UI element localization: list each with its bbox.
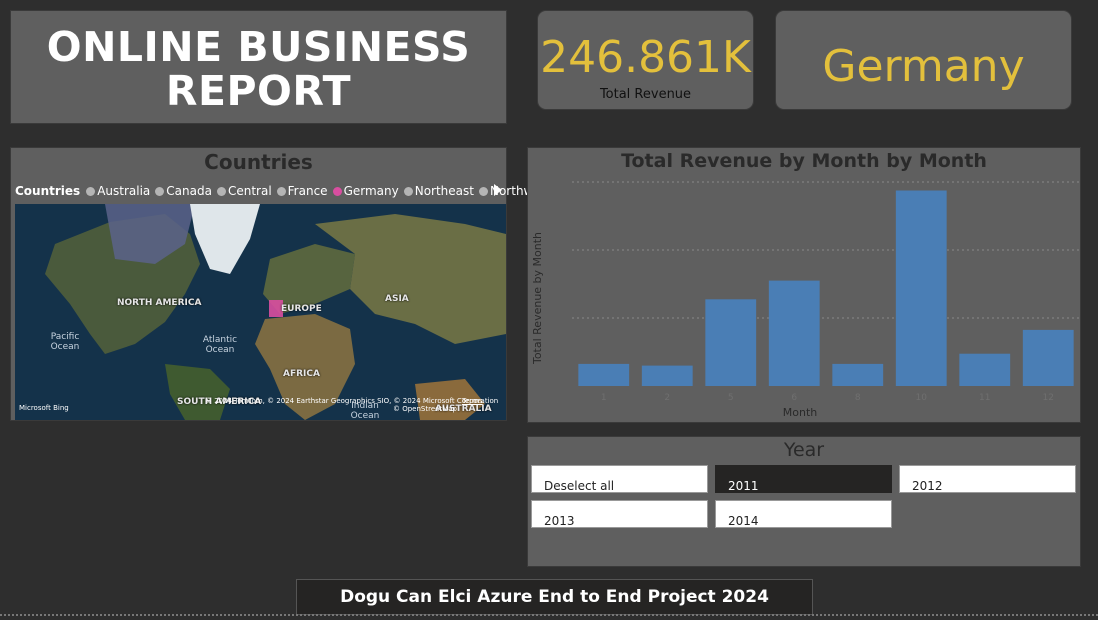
- bar-month-1[interactable]: [578, 363, 630, 386]
- world-map[interactable]: NORTH AMERICA EUROPE ASIA AFRICA SOUTH A…: [15, 204, 506, 420]
- year-button-2013[interactable]: 2013: [531, 500, 708, 528]
- legend-dot-icon: [276, 186, 286, 196]
- x-tick-label: 2: [664, 393, 670, 403]
- x-tick-label: 1: [601, 393, 607, 403]
- legend-item-label: Northeast: [414, 184, 474, 198]
- legend-dot-icon: [478, 186, 488, 196]
- x-axis-label: Month: [783, 406, 818, 419]
- legend-item-germany[interactable]: Germany: [332, 184, 399, 198]
- legend-item-canada[interactable]: Canada: [155, 184, 212, 198]
- legend-next-arrow-icon[interactable]: [494, 184, 502, 196]
- map-label-pacific: Pacific Ocean: [50, 332, 80, 352]
- legend-dot-icon: [216, 186, 226, 196]
- year-deselect-all-button[interactable]: Deselect all: [531, 465, 708, 493]
- legend-item-label: Germany: [343, 184, 399, 198]
- map-label-atlantic: Atlantic Ocean: [202, 335, 238, 355]
- selected-country-card: Germany: [775, 10, 1072, 110]
- report-title-line2: REPORT: [165, 67, 352, 115]
- map-label-australia: AUSTRALIA: [435, 404, 492, 414]
- germany-highlight: [269, 300, 283, 317]
- map-terms-link[interactable]: Terms: [462, 397, 483, 405]
- chart-plot: Total Revenue by Month Month 1 2 5 6 8 10 11 12: [531, 181, 1080, 419]
- world-map-image: [15, 204, 506, 420]
- legend-dot-icon: [155, 186, 165, 196]
- year-button-2014[interactable]: 2014: [715, 500, 892, 528]
- bar-month-10[interactable]: [895, 190, 947, 387]
- year-slicer-title: Year: [783, 439, 825, 461]
- x-tick-label: 5: [728, 393, 734, 403]
- year-button-2012[interactable]: 2012: [899, 465, 1076, 493]
- report-title-line1: ONLINE BUSINESS: [46, 23, 471, 71]
- page-divider: [0, 614, 1098, 616]
- total-revenue-value: 246.861K: [540, 32, 751, 83]
- map-osm-credit: © OpenStreetMap: [393, 405, 457, 413]
- countries-map-visual[interactable]: Countries Countries Australia Canada Cen…: [10, 147, 552, 421]
- legend-item-northeast[interactable]: Northeast: [403, 184, 474, 198]
- x-tick-label: 10: [916, 393, 928, 403]
- map-label-south-america: SOUTH AMERICA: [177, 397, 262, 407]
- revenue-by-month-chart[interactable]: Total Revenue by Month by Month Total Re…: [527, 147, 1081, 423]
- map-title: Countries: [204, 150, 313, 174]
- bing-logo: Microsoft Bing: [19, 404, 69, 412]
- legend-item-label: Central: [227, 184, 272, 198]
- y-axis-label: Total Revenue by Month: [531, 232, 544, 365]
- legend-title: Countries: [15, 184, 81, 198]
- year-button-2011[interactable]: 2011: [715, 465, 892, 493]
- footer-banner: Dogu Can Elci Azure End to End Project 2…: [296, 579, 813, 615]
- legend-dot-icon: [86, 186, 96, 196]
- bar-month-6[interactable]: [768, 280, 820, 386]
- legend-dot-icon: [332, 186, 342, 196]
- legend-item-central[interactable]: Central: [216, 184, 272, 198]
- report-title-card: ONLINE BUSINESS REPORT: [10, 10, 507, 124]
- bar-month-8[interactable]: [832, 363, 884, 386]
- map-label-europe: EUROPE: [281, 304, 322, 314]
- x-tick-label: 8: [855, 393, 861, 403]
- legend-item-france[interactable]: France: [276, 184, 328, 198]
- chart-title: Total Revenue by Month by Month: [621, 150, 987, 172]
- legend-item-australia[interactable]: Australia: [86, 184, 150, 198]
- selected-country-value: Germany: [822, 41, 1025, 92]
- map-label-africa: AFRICA: [283, 369, 320, 379]
- map-legend: Countries Australia Canada Central Franc…: [15, 184, 557, 198]
- x-tick-label: 11: [979, 393, 990, 403]
- bar-month-2[interactable]: [641, 365, 693, 386]
- total-revenue-card: 246.861K Total Revenue: [537, 10, 754, 110]
- legend-item-label: Canada: [166, 184, 212, 198]
- bar-month-11[interactable]: [959, 353, 1011, 386]
- report-title: ONLINE BUSINESS REPORT: [11, 25, 506, 113]
- year-slicer: Year Deselect all 2011 2012 2013 2014: [527, 436, 1081, 567]
- total-revenue-label: Total Revenue: [599, 87, 692, 102]
- legend-item-label: Australia: [97, 184, 151, 198]
- x-tick-label: 6: [791, 393, 797, 403]
- map-label-asia: ASIA: [385, 294, 409, 304]
- bar-month-5[interactable]: [705, 299, 757, 386]
- legend-item-label: France: [287, 184, 328, 198]
- legend-dot-icon: [403, 186, 413, 196]
- map-label-north-america: NORTH AMERICA: [117, 298, 202, 308]
- map-label-indian: Indian Ocean: [350, 401, 380, 420]
- map-copyright: © 2024 TomTom, © 2024 Earthstar Geograph…: [205, 397, 499, 405]
- bar-month-12[interactable]: [1022, 329, 1074, 386]
- x-tick-label: 12: [1043, 393, 1054, 403]
